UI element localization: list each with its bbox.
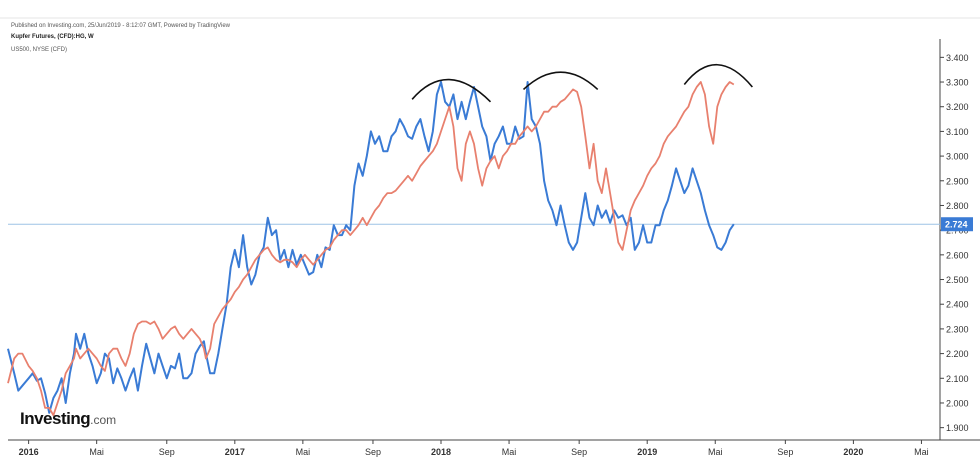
- arc-annotation-1: [411, 78, 492, 103]
- x-tick-label: Mai: [296, 447, 311, 457]
- compare-symbol-label: US500, NYSE (CFD): [11, 47, 68, 53]
- y-tick-label: 1.900: [946, 423, 969, 433]
- y-tick-label: 2.000: [946, 398, 969, 408]
- y-tick-label: 3.100: [946, 127, 969, 137]
- investing-logo: Investing.com: [20, 409, 116, 429]
- x-tick-label: Sep: [571, 447, 587, 457]
- y-tick-label: 2.900: [946, 176, 969, 186]
- x-tick-label: Mai: [89, 447, 104, 457]
- logo-suffix: .com: [90, 413, 117, 427]
- y-tick-label: 2.500: [946, 275, 969, 285]
- y-tick-label: 3.400: [946, 53, 969, 63]
- x-tick-label: Mai: [914, 447, 929, 457]
- x-tick-label: Mai: [708, 447, 723, 457]
- x-tick-label: 2020: [843, 447, 863, 457]
- y-tick-label: 2.100: [946, 374, 969, 384]
- x-tick-label: Mai: [502, 447, 517, 457]
- y-tick-label: 3.300: [946, 78, 969, 88]
- x-tick-label: 2018: [431, 447, 451, 457]
- y-tick-label: 2.200: [946, 349, 969, 359]
- y-tick-label: 2.400: [946, 300, 969, 310]
- symbol-label: Kupfer Futures, (CFD):HG, W: [11, 34, 94, 40]
- publication-note: Published on Investing.com, 25/Jun/2019 …: [11, 23, 231, 29]
- x-tick-label: 2019: [637, 447, 657, 457]
- arc-annotation-2: [522, 71, 599, 91]
- spx-series-line: [7, 81, 735, 417]
- x-tick-label: 2017: [225, 447, 245, 457]
- x-tick-label: Sep: [159, 447, 175, 457]
- y-tick-label: 2.300: [946, 324, 969, 334]
- y-tick-label: 2.800: [946, 201, 969, 211]
- y-tick-label: 3.000: [946, 152, 969, 162]
- x-tick-label: Sep: [365, 447, 381, 457]
- x-tick-label: 2016: [19, 447, 39, 457]
- y-tick-label: 3.200: [946, 102, 969, 112]
- last-price-badge: [941, 217, 973, 232]
- last-price-label: 2.724: [945, 220, 968, 230]
- copper-series-line: [7, 81, 735, 414]
- y-tick-label: 2.600: [946, 250, 969, 260]
- arc-annotation-3: [683, 63, 753, 88]
- x-tick-label: Sep: [777, 447, 793, 457]
- logo-brand: Investing: [20, 409, 91, 428]
